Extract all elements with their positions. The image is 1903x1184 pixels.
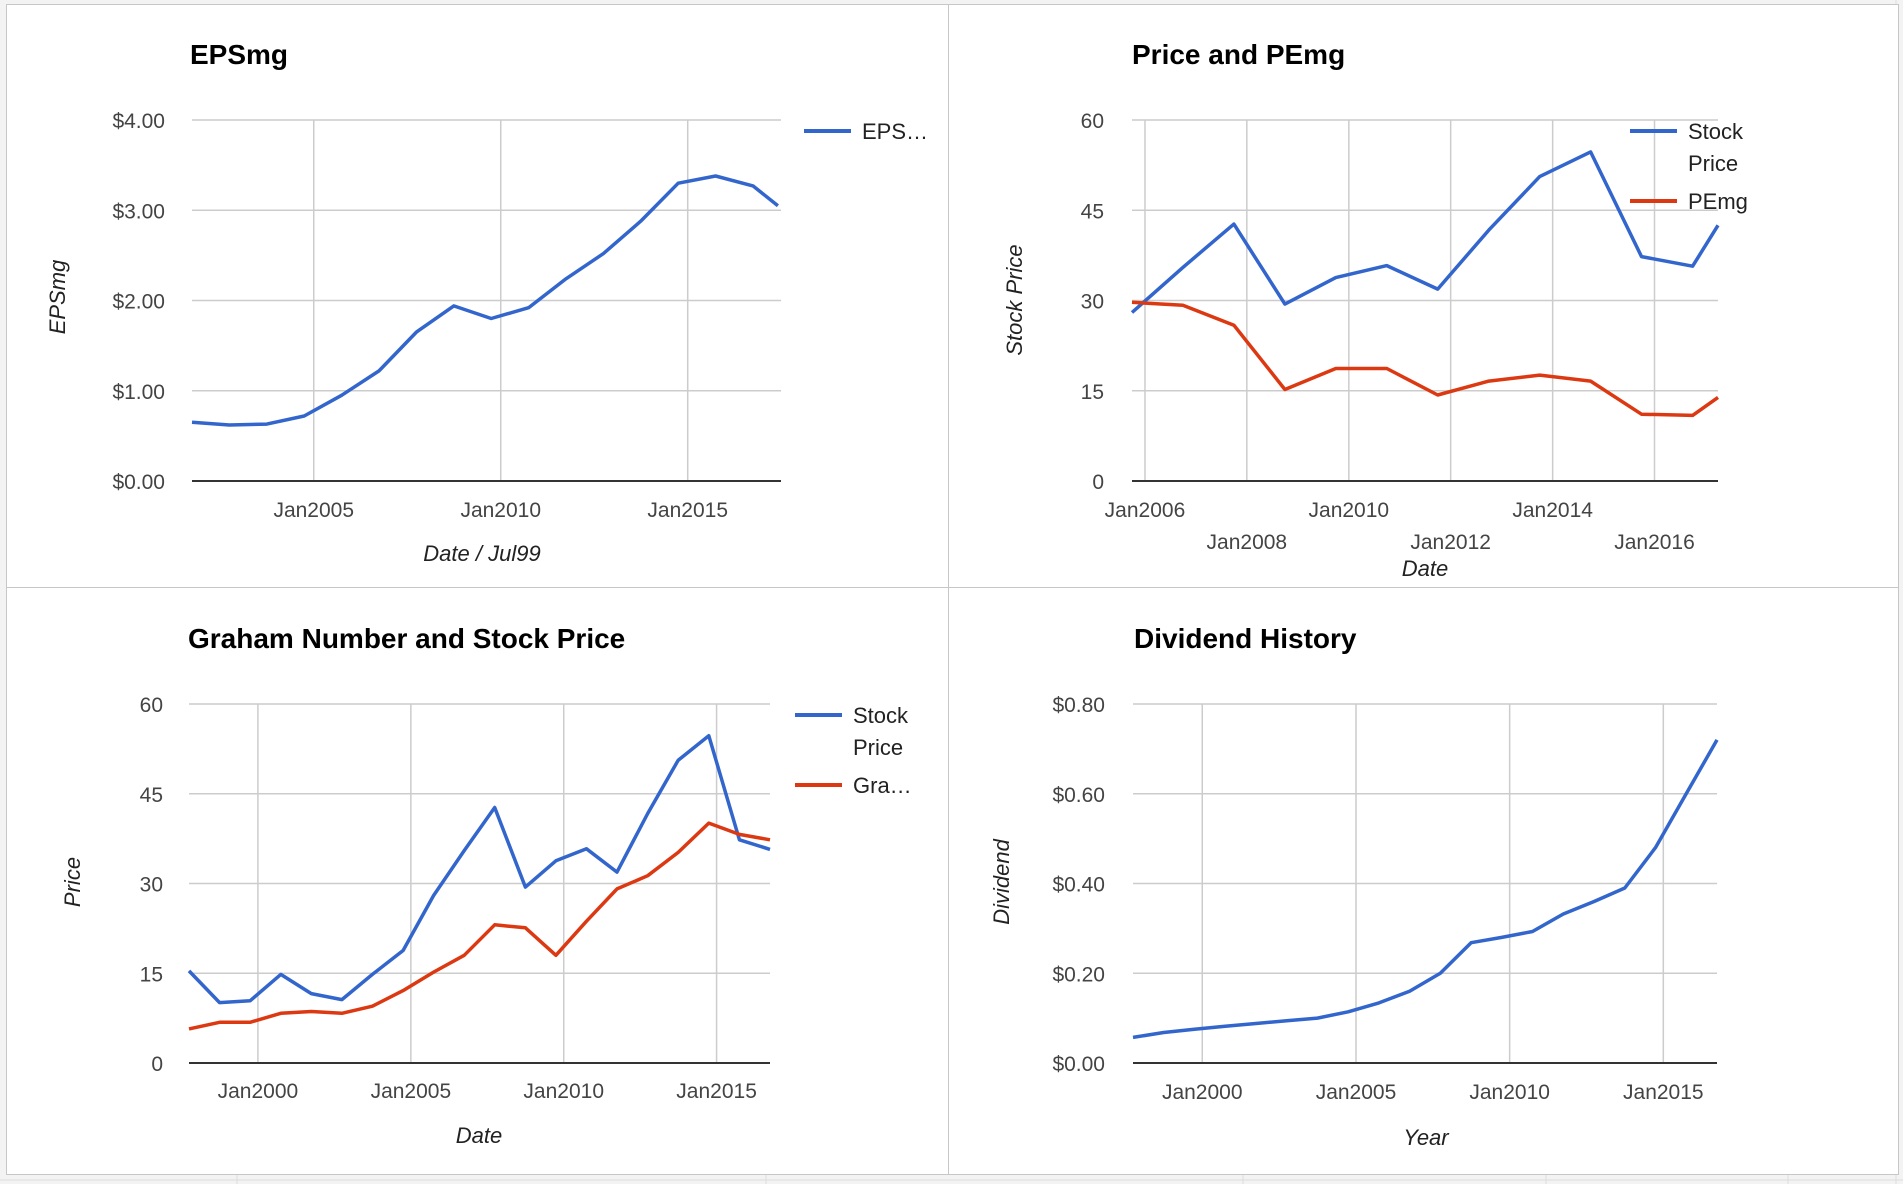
- legend-label: Stock: [853, 703, 909, 728]
- y-tick-label: 0: [1092, 471, 1104, 494]
- y-tick-label: $0.20: [1052, 963, 1105, 986]
- x-tick-label: Jan2016: [1614, 531, 1695, 554]
- x-tick-label: Jan2005: [273, 499, 354, 522]
- y-tick-label: 15: [1081, 381, 1104, 404]
- x-tick-label: Jan2000: [1162, 1081, 1243, 1104]
- x-axis-title: Date: [456, 1123, 502, 1148]
- chart-title: Dividend History: [1134, 623, 1357, 654]
- chart-ticks: 0 15 30 45 60 Jan2000 Jan2005 Jan2010 Jan2015: [140, 694, 757, 1103]
- y-tick-label: 60: [1081, 110, 1104, 133]
- y-axis-title: EPSmg: [45, 259, 70, 334]
- chart-panel-epsmg[interactable]: EPSmg $0.00 $1.00 $2.00 $3.00 $4.00 Jan2005 Ja…: [6, 4, 949, 588]
- y-tick-label: 30: [1081, 291, 1104, 314]
- series-line: [1131, 300, 1720, 418]
- chart-panel-graham-number[interactable]: Graham Number and Stock Price 0 15 30 45 60 J…: [6, 587, 949, 1175]
- y-axis-title: Dividend: [989, 838, 1014, 924]
- chart-title: EPSmg: [190, 39, 288, 70]
- y-axis-title: Stock Price: [1002, 244, 1027, 355]
- chart-legend: EPS…: [804, 119, 928, 144]
- legend-label: Price: [853, 735, 903, 760]
- y-axis-title: Price: [60, 857, 85, 907]
- chart-dividend-history: Dividend History $0.00$0.20$0.40$0.60$0.…: [989, 623, 1719, 1150]
- y-tick-label: $3.00: [112, 200, 165, 223]
- x-tick-label: Jan2012: [1410, 531, 1491, 554]
- chart-gridlines: [1133, 703, 1717, 1064]
- series-line: [188, 821, 771, 1031]
- series-line: [187, 733, 771, 1005]
- y-tick-label: $4.00: [112, 110, 165, 133]
- x-axis-title: Date: [1402, 556, 1448, 581]
- chart-series-lines: [1132, 739, 1719, 1040]
- y-tick-label: 60: [140, 694, 163, 717]
- chart-epsmg: EPSmg $0.00 $1.00 $2.00 $3.00 $4.00 Jan2005 Ja…: [45, 39, 928, 566]
- legend-label: EPS…: [862, 119, 928, 144]
- x-axis-title: Year: [1403, 1125, 1450, 1150]
- y-tick-label: $2.00: [112, 291, 165, 314]
- x-tick-label: Jan2010: [523, 1080, 604, 1103]
- chart-series-lines: [187, 733, 771, 1031]
- series-line: [1130, 150, 1720, 314]
- chart-ticks: $0.00 $1.00 $2.00 $3.00 $4.00 Jan2005 Jan2010 J…: [112, 110, 728, 522]
- legend-label: Stock: [1688, 119, 1744, 144]
- y-tick-label: $0.80: [1052, 694, 1105, 717]
- chart-gridlines: [1132, 119, 1718, 482]
- y-tick-label: 45: [1081, 200, 1104, 223]
- chart-legend: Stock Price PEmg: [1630, 119, 1748, 214]
- chart-legend: Stock Price Gra…: [795, 703, 912, 798]
- x-tick-label: Jan2015: [676, 1080, 757, 1103]
- legend-label: PEmg: [1688, 189, 1748, 214]
- y-tick-label: $0.00: [1052, 1053, 1105, 1076]
- x-tick-label: Jan2010: [460, 499, 541, 522]
- chart-ticks: $0.00 $0.20 $0.40 $0.60 $0.80 Jan2000 Jan2005 J…: [1052, 694, 1703, 1104]
- chart-panel-dividend-history[interactable]: Dividend History $0.00 $0.20 $0.40 $0.60 $0.…: [948, 587, 1899, 1175]
- chart-price-pemg: Price and PEmg 0 15 30 45 60 Jan2006 Jan2008 Ja…: [1002, 39, 1748, 581]
- series-line: [1132, 739, 1719, 1040]
- y-tick-label: $1.00: [112, 381, 165, 404]
- x-tick-label: Jan2010: [1309, 499, 1390, 522]
- y-tick-label: 30: [140, 874, 163, 897]
- x-tick-label: Jan2008: [1207, 531, 1288, 554]
- chart-gridlines: [192, 119, 781, 482]
- legend-label: Price: [1688, 151, 1738, 176]
- chart-title: Graham Number and Stock Price: [188, 623, 625, 654]
- series-line: [191, 174, 779, 427]
- y-tick-label: $0.40: [1052, 874, 1105, 897]
- x-tick-label: Jan2000: [218, 1080, 299, 1103]
- y-tick-label: 0: [151, 1053, 163, 1076]
- y-tick-label: 45: [140, 784, 163, 807]
- chart-ticks: 0 15 30 45 60 Jan2006 Jan2008 Jan2010 Jan2012 Jan…: [1081, 110, 1695, 554]
- x-tick-label: Jan2015: [647, 499, 728, 522]
- chart-series-lines: [191, 174, 779, 427]
- x-tick-label: Jan2005: [1316, 1081, 1397, 1104]
- chart-title: Price and PEmg: [1132, 39, 1345, 70]
- x-axis-title: Date / Jul99: [423, 541, 540, 566]
- x-tick-label: Jan2005: [371, 1080, 452, 1103]
- y-tick-label: $0.00: [112, 471, 165, 494]
- y-tick-label: 15: [140, 963, 163, 986]
- legend-label: Gra…: [853, 773, 912, 798]
- x-tick-label: Jan2014: [1512, 499, 1593, 522]
- chart-panel-price-pemg[interactable]: Price and PEmg 0 15 30 45 60 Jan2006 Jan2008 Ja…: [948, 4, 1899, 588]
- chart-graham-number: Graham Number and Stock Price 0 15 30 45 60 J…: [60, 623, 912, 1148]
- chart-series-lines: [1130, 150, 1720, 418]
- x-tick-label: Jan2015: [1623, 1081, 1704, 1104]
- x-tick-label: Jan2010: [1469, 1081, 1550, 1104]
- y-tick-label: $0.60: [1052, 784, 1105, 807]
- x-tick-label: Jan2006: [1105, 499, 1186, 522]
- chart-gridlines: [189, 703, 770, 1064]
